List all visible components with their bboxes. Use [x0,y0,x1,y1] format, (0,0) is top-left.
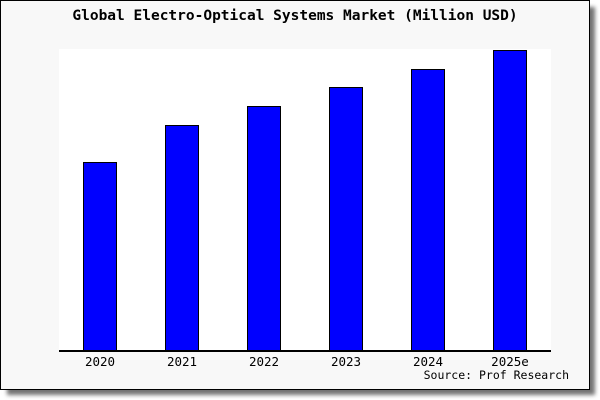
plot-area [59,49,551,350]
bar-2021 [165,124,199,350]
chart-frame: Global Electro-Optical Systems Market (M… [0,0,590,390]
bar-2024 [411,68,445,350]
bar-2022 [247,105,281,350]
x-tick-label-2022: 2022 [248,354,280,369]
x-tick-label-2023: 2023 [330,354,362,369]
x-tick-label-2021: 2021 [166,354,198,369]
bar-2023 [329,86,363,350]
source-credit: Source: Prof Research [423,368,569,382]
x-tick-label-2024: 2024 [412,354,444,369]
x-axis-tick-labels: 2020 2021 2022 2023 2024 2025e [59,354,551,369]
x-tick-label-2020: 2020 [84,354,116,369]
bar-series [59,49,551,350]
x-tick-label-2025e: 2025e [491,354,529,369]
bar-2025e [493,49,527,350]
x-axis-line [59,350,551,352]
chart-title: Global Electro-Optical Systems Market (M… [72,8,518,24]
bar-2020 [83,161,117,350]
